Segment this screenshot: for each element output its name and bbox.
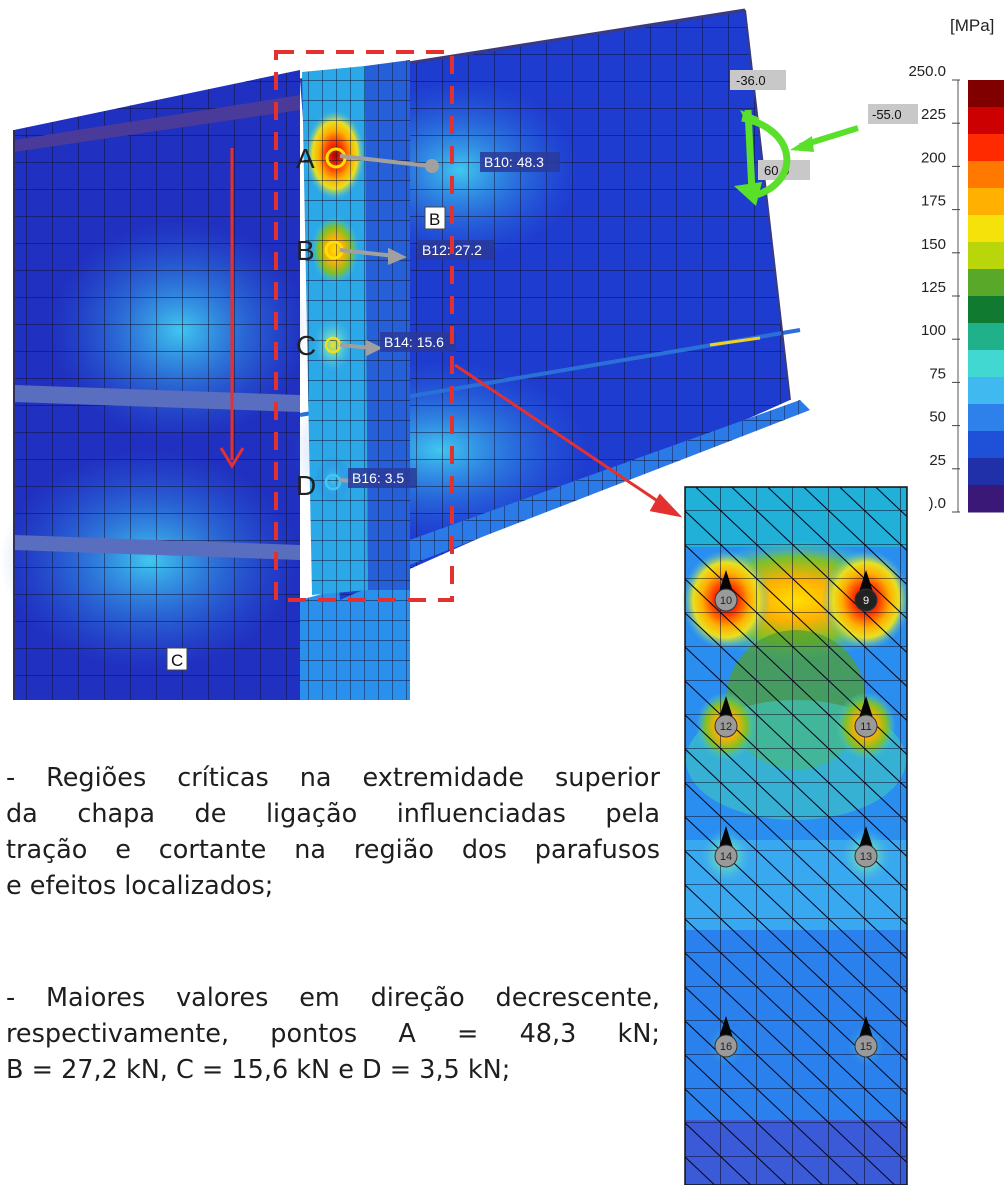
note-line: - Regiões críticas na extremidade superi… [6,763,660,793]
legend-swatch [968,296,1004,324]
note-paragraph-1: - Regiões críticas na extremidade superi… [6,760,660,904]
region-label-c: C [171,651,183,670]
bolt-number: 9 [863,595,869,607]
legend-swatch [968,431,1004,459]
legend-tick-label: 150 [921,236,946,253]
zoom-detail: 10 9 12 11 14 13 16 15 [682,486,910,1185]
note-line: - Maiores valores em direção decrescente… [6,983,660,1013]
bolt-label-box [380,332,456,352]
legend-swatch [968,404,1004,432]
point-label-b: B [296,235,315,266]
legend-swatch [968,350,1004,378]
bolt-force-arrows [339,154,439,483]
color-legend: 250.0 225 200 175 150 125 100 75 50 25 ).0 [908,63,1004,513]
legend-tick-label: 50 [929,409,946,426]
bolt-circle [714,588,738,612]
bolt-circle [854,844,878,868]
legend-unit: [MPa] [950,16,995,35]
legend-tick-label: 200 [921,149,946,166]
note-line: da chapa de ligação influenciadas pela [6,799,660,829]
load-value-moment-y: -36.0 [736,73,766,88]
load-value-box [730,70,786,90]
load-value-box [868,104,918,124]
legend-swatch [968,485,1004,513]
legend-tick-label: 175 [921,193,946,210]
legend-swatch [968,323,1004,351]
red-arrows [219,148,683,518]
bolt-circle [714,714,738,738]
region-label-box [166,647,188,671]
point-letters: A B C D [296,143,316,501]
column [0,70,410,700]
legend-tick-label: 75 [929,365,946,382]
region-label-b: B [429,210,440,229]
bolt-label: B10: 48.3 [484,154,544,170]
note-line: e efeitos localizados; [6,871,274,901]
region-label-box [424,206,446,230]
bolt-label-box [418,240,494,260]
legend-tick-label: ).0 [928,495,946,512]
bolt-circle [854,1034,878,1058]
legend-swatch [968,242,1004,270]
legend-ticks: 250.0 225 200 175 150 125 100 75 50 25 ).0 [908,63,960,513]
note-paragraph-2: - Maiores valores em direção decrescente… [6,980,660,1088]
legend-swatches [968,80,1004,513]
note-line: tração e cortante na região dos parafuso… [6,835,660,865]
bolt-label: B14: 15.6 [384,334,444,350]
bolt-labels: B10: 48.3 B12: 27.2 B14: 15.6 B16: 3.5 [348,152,560,488]
bolt-number: 13 [860,851,872,863]
bolt-label-box [348,468,416,488]
bolt-number: 16 [720,1041,732,1053]
legend-tick-label: 100 [921,322,946,339]
load-value-shear: -55.0 [872,107,902,122]
point-label-c: C [296,330,316,361]
legend-tick-label: 125 [921,279,946,296]
bolt-circle [854,588,878,612]
legend-tick-label: 225 [921,106,946,123]
bolt-circle [714,1034,738,1058]
point-label-d: D [296,470,316,501]
end-plate [302,60,410,595]
legend-swatch [968,269,1004,297]
legend-tick-label: 250.0 [908,63,946,80]
bolt-label: B16: 3.5 [352,470,404,486]
bolt-number: 14 [720,851,732,863]
legend-swatch [968,215,1004,243]
legend-swatch [968,107,1004,135]
bolt-number: 15 [860,1041,872,1053]
selection-box [274,50,454,602]
bolt-circle [714,844,738,868]
zoom-bolts: 10 9 12 11 14 13 16 15 [714,570,878,1058]
legend-tick-label: 25 [929,452,946,469]
note-line: respectivamente, pontos A = 48,3 kN; [6,1019,660,1049]
legend-swatch [968,188,1004,216]
legend-swatch [968,80,1004,108]
bolt-circle [854,714,878,738]
legend-swatch [968,458,1004,486]
note-line: B = 27,2 kN, C = 15,6 kN e D = 3,5 kN; [6,1055,511,1085]
legend-swatch [968,161,1004,189]
load-symbol: -36.0 -55.0 60.0 [730,70,918,206]
fe-model: B10: 48.3 B12: 27.2 B14: 15.6 B16: 3.5 A… [0,8,918,700]
bolt-number: 12 [720,721,732,733]
point-label-a: A [296,143,315,174]
legend-swatch [968,134,1004,162]
legend-swatch [968,377,1004,405]
bolt-number: 10 [720,595,732,607]
bolt-label-box [480,152,560,172]
bolt-number: 11 [860,721,871,733]
